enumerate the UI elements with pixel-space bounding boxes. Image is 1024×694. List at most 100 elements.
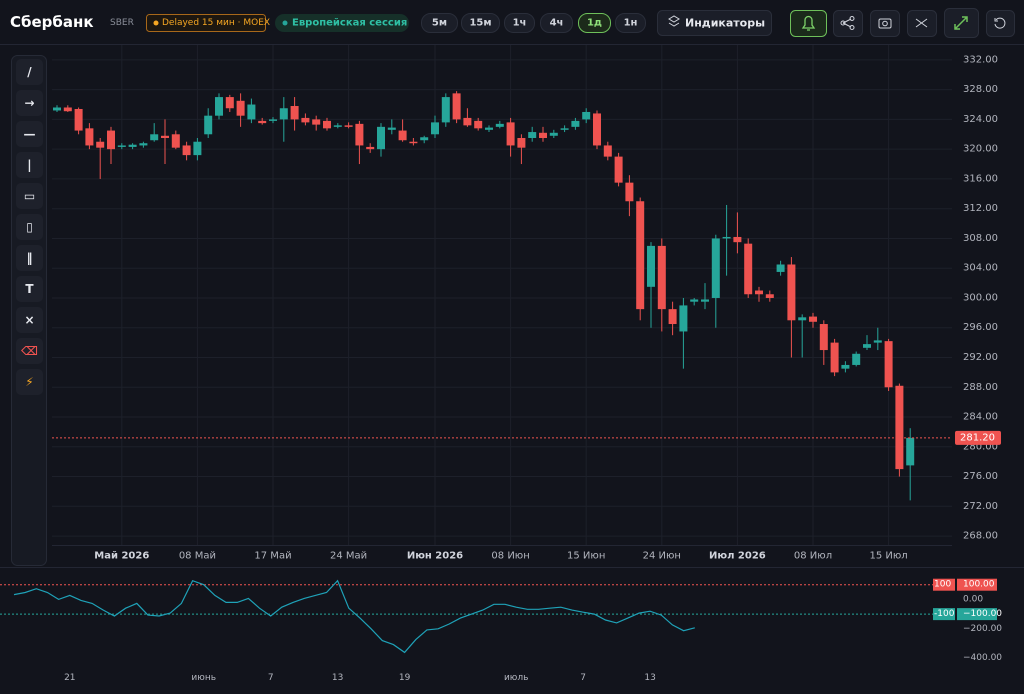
- share-button[interactable]: [833, 10, 863, 37]
- candle-body: [495, 123, 504, 127]
- x-tick-label: Июл 2026: [709, 551, 766, 562]
- candle-body: [863, 344, 871, 348]
- candle-body: [290, 106, 299, 120]
- y-tick-label: 288.00: [963, 382, 998, 393]
- x-tick-label: Май 2026: [94, 551, 149, 562]
- candle-body: [809, 316, 817, 322]
- session-badge: [275, 14, 409, 32]
- candle-body: [182, 145, 191, 156]
- tool-button[interactable]: [16, 214, 43, 240]
- candle-body: [830, 342, 839, 373]
- x-tick-label: 08 Май: [179, 551, 216, 562]
- alert-button[interactable]: [790, 10, 827, 37]
- tool-button[interactable]: [16, 338, 43, 364]
- x-tick-label: июль: [504, 673, 528, 683]
- candle-body: [701, 299, 709, 302]
- share-icon-node: [849, 25, 855, 30]
- tool-button[interactable]: [16, 59, 43, 85]
- candle-body: [485, 127, 493, 130]
- interval-button[interactable]: [615, 13, 646, 33]
- y-tick-label: 296.00: [963, 322, 998, 333]
- candle-body: [571, 120, 580, 127]
- y2-tick-label: −200.00: [963, 624, 1002, 634]
- tool-button[interactable]: [16, 276, 43, 302]
- y-tick-label: 312.00: [963, 203, 998, 214]
- interval-button[interactable]: [504, 13, 535, 33]
- y-tick-label: 276.00: [963, 471, 998, 482]
- tool-icon[interactable]: /: [27, 65, 32, 79]
- tool-button[interactable]: [16, 245, 43, 271]
- tool-button[interactable]: [16, 183, 43, 209]
- candle-body: [117, 145, 126, 147]
- candle-body: [787, 264, 796, 321]
- candle-body: [679, 305, 688, 332]
- delay-text: Delayed 15 мин · MOEX: [162, 18, 270, 28]
- interval-button[interactable]: [540, 13, 573, 33]
- tool-button[interactable]: [16, 90, 43, 116]
- tool-button[interactable]: [16, 152, 43, 178]
- interval-label[interactable]: 1д: [587, 18, 602, 29]
- candle-body: [819, 324, 828, 351]
- tool-icon[interactable]: |: [27, 158, 31, 172]
- tool-icon[interactable]: ‖: [27, 251, 33, 265]
- candle-body: [906, 437, 915, 466]
- candle-body: [107, 130, 115, 150]
- candle-body: [236, 100, 245, 116]
- candle-body: [852, 353, 861, 365]
- candle-body: [539, 132, 547, 139]
- candle-body: [74, 108, 83, 131]
- candle-body: [895, 385, 904, 470]
- candle-body: [204, 115, 213, 135]
- candle-body: [420, 137, 429, 141]
- candle-body: [657, 245, 666, 310]
- tool-button[interactable]: [16, 369, 43, 395]
- tool-icon[interactable]: ⚡: [25, 375, 33, 389]
- interval-label[interactable]: 4ч: [550, 18, 564, 29]
- y2-tick-label: 100.00: [963, 580, 995, 590]
- y-tick-label: 320.00: [963, 144, 998, 155]
- tool-icon[interactable]: T: [25, 282, 34, 296]
- x-tick-label: 15 Июн: [567, 551, 605, 562]
- candle-body: [355, 123, 364, 146]
- candle-body: [625, 182, 634, 202]
- tool-icon[interactable]: ▭: [24, 189, 35, 203]
- camera-lens: [882, 20, 888, 27]
- interval-button[interactable]: [421, 13, 458, 33]
- tool-button[interactable]: [16, 121, 43, 147]
- candle-body: [366, 146, 375, 150]
- candle-body: [636, 201, 645, 310]
- candle-body: [431, 122, 439, 135]
- tick-badge: [957, 608, 997, 621]
- indicators-label[interactable]: Индикаторы: [685, 17, 765, 30]
- interval-button[interactable]: [578, 13, 611, 33]
- candle-body: [225, 97, 234, 109]
- tool-icon[interactable]: ▯: [26, 220, 33, 234]
- interval-label[interactable]: 1ч: [513, 18, 527, 29]
- candle-body: [215, 97, 223, 116]
- x-tick-label: 21: [64, 673, 75, 683]
- reset-button[interactable]: [986, 10, 1015, 37]
- candle-body: [528, 132, 537, 139]
- indicators-button[interactable]: [657, 10, 772, 36]
- candle-body: [474, 120, 483, 129]
- screenshot-button[interactable]: [870, 10, 900, 37]
- interval-button[interactable]: [461, 13, 500, 33]
- x-tick-label: июнь: [191, 673, 216, 683]
- candle-body: [765, 294, 774, 298]
- indicators-icon: [668, 15, 680, 27]
- candle-body: [873, 340, 882, 343]
- tool-icon[interactable]: —: [24, 127, 36, 141]
- interval-label[interactable]: 15м: [469, 18, 491, 29]
- interval-label[interactable]: 5м: [432, 18, 447, 29]
- y-tick-label: 324.00: [963, 114, 998, 125]
- candle-body: [755, 290, 763, 295]
- y-tick-label: 316.00: [963, 173, 998, 184]
- candle-body: [884, 341, 893, 388]
- oscillator-line: [13, 579, 695, 654]
- tool-icon[interactable]: →: [24, 96, 34, 110]
- tool-button[interactable]: [16, 307, 43, 333]
- tool-icon[interactable]: ×: [24, 313, 34, 327]
- interval-label[interactable]: 1н: [624, 18, 638, 29]
- tool-icon[interactable]: ⌫: [21, 344, 38, 358]
